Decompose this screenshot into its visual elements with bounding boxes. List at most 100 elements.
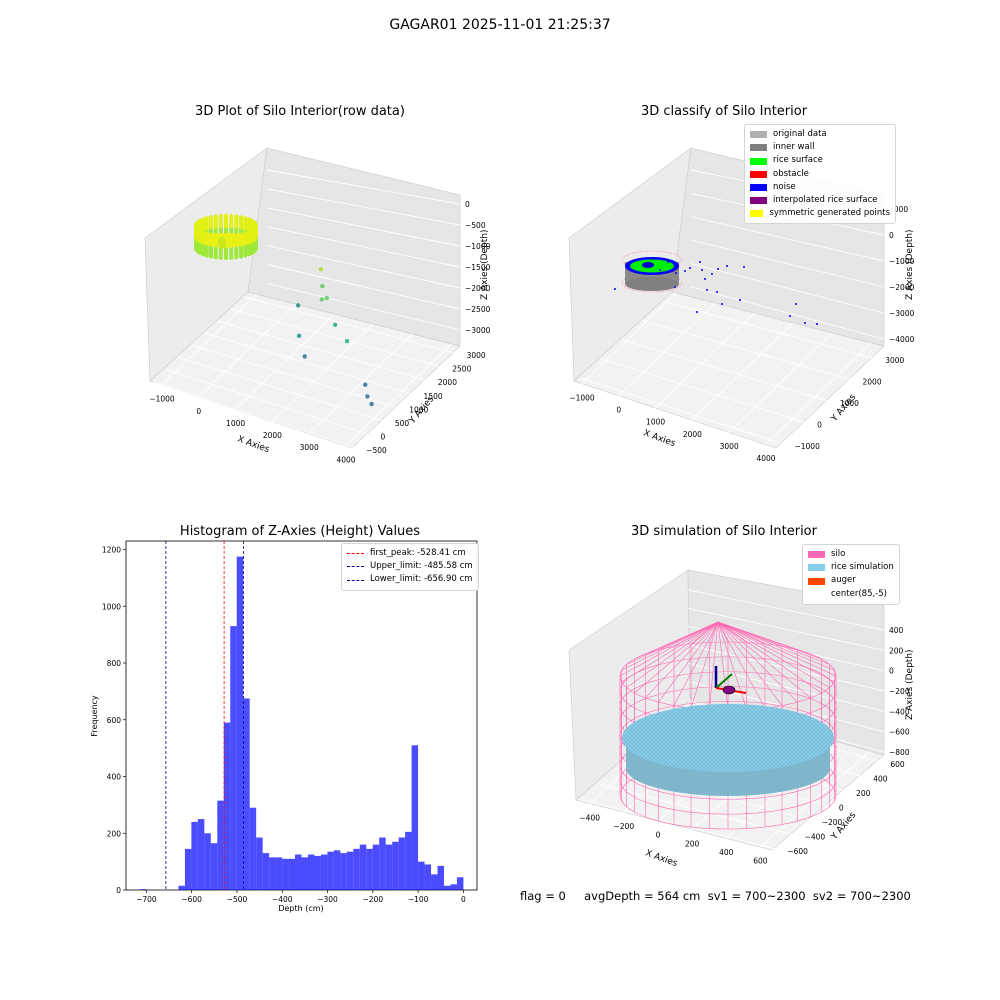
legend-swatch [750,210,764,218]
z-axis-label: Z Axies (Depth) [905,649,915,720]
x-tick-label: 600 [753,857,768,866]
z-tick-label: 200 [889,646,904,655]
scatter-point [344,339,350,344]
x-tick-label: −200 [614,822,635,831]
y-tick-label: 1500 [424,392,443,401]
legend-entry: obstacle [750,168,890,181]
histogram-bar [217,800,224,890]
noise-point [701,269,703,271]
legend-label: auger [831,575,856,586]
status-footer: flag = 0 avgDepth = 564 cm sv1 = 700~230… [520,889,911,903]
x-tick-label: 2000 [263,431,282,440]
legend-label: rice surface [773,155,823,166]
x-axis-label: X Axies [644,848,679,869]
y-tick-label: −1000 [794,442,820,451]
y-tick-label: 3000 [885,356,904,365]
histogram-bar [230,626,237,890]
legend-entry: original data [750,128,890,141]
x-ticks: −700 −600 −500 −400 −300 −200 −100 0 [136,890,466,904]
z-tick-label: 0 [889,231,894,240]
cluster-point [246,230,251,235]
x-tick-label: −600 [181,895,202,904]
z-tick-label: −1500 [465,263,491,272]
legend-entry: inner wall [750,141,890,154]
z-tick-label: −3000 [889,309,915,318]
scatter-point [302,354,307,359]
y-tick-label: 1200 [102,546,121,555]
dense-cluster [194,213,258,260]
panel3-title: Histogram of Z-Axies (Height) Values [179,524,421,539]
histogram-bar [411,745,419,890]
legend-swatch [750,183,767,191]
legend-label: original data [773,129,827,139]
x-tick-label: −400 [272,895,293,904]
legend-entry: first_peak: -528.41 cm [347,547,473,560]
plot-area [125,540,478,891]
noise-point [816,323,818,325]
histogram-bar [392,841,399,890]
noise-point [739,299,741,301]
cluster-point [224,213,228,218]
simulation-legend: silo rice simulation auger center(85,-5) [802,544,900,605]
x-tick-label: −100 [408,895,429,904]
z-tick-label: 400 [889,626,904,635]
legend-label: symmetric generated points [769,208,890,219]
histogram-bar [178,885,185,890]
z-tick-label: −500 [465,221,486,230]
noise-point [689,267,691,269]
y-tick-label: 500 [395,419,410,428]
histogram-bar [366,848,373,890]
legend-label: silo [831,549,846,559]
noise-point [789,315,791,317]
scatter-point [365,394,370,399]
axis-ticks: −1000 0 1000 2000 3000 4000 −500 0 500 1000 1500 20… [149,200,490,464]
x-tick-label: 3000 [720,442,739,451]
legend-label: interpolated rice surface [773,195,878,206]
histogram-bar [424,864,432,890]
histogram-bars [139,556,464,890]
cluster-point [201,230,206,235]
y-tick-label: 0 [116,886,121,895]
z-tick-label: −200 [889,687,910,696]
legend-label: Lower_limit: -656.90 cm [370,574,473,585]
histogram-bar [269,857,276,890]
z-tick-label: −2000 [465,284,491,293]
legend-swatch [808,590,825,598]
cluster-point [209,215,213,220]
y-tick-label: 2500 [452,365,471,374]
histogram-bar [327,851,334,890]
cluster-point [246,217,251,222]
z-tick-label: −800 [889,748,910,757]
legend-swatch [808,577,825,585]
noise-point [675,272,677,274]
z-tick-label: 0 [889,667,894,676]
histogram-bar [379,837,386,890]
histogram-bar [210,843,218,890]
cluster-point [218,214,223,219]
noise-points [614,261,818,325]
z-axis-label: Z Axies (Depth) [480,229,490,300]
y-tick-label: −200 [822,818,843,827]
cluster-point [213,214,218,219]
legend-entry: Lower_limit: -656.90 cm [347,573,473,586]
legend-swatch [808,564,825,572]
x-tick-label: 2000 [683,430,702,439]
panel1-title: 3D Plot of Silo Interior(row data) [195,104,405,119]
histogram-bar [301,857,308,890]
y-tick-label: 600 [107,716,122,725]
scatter-point [332,322,338,328]
legend-label: noise [773,181,796,192]
y-tick-label: 800 [107,659,122,668]
y-tick-label: 2000 [438,378,457,387]
silo-cylinder [621,250,683,293]
histogram-bar [197,819,205,890]
z-tick-label: −400 [889,707,910,716]
x-tick-label: −700 [136,895,157,904]
x-tick-label: 0 [461,895,466,904]
legend-swatch [808,551,825,559]
legend-swatch [750,144,767,152]
scatter-points [295,267,374,407]
x-tick-label: 400 [719,848,734,857]
y-tick-label: −400 [805,833,826,842]
noise-point [795,303,797,305]
